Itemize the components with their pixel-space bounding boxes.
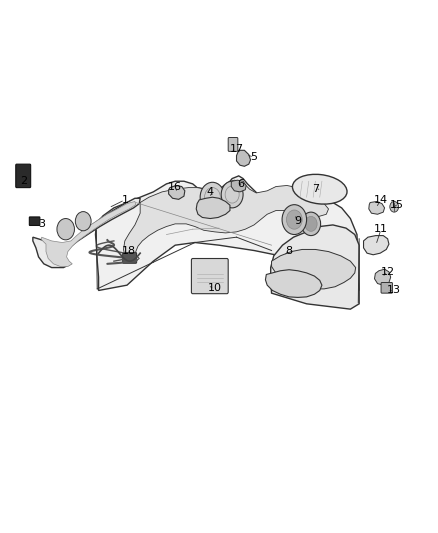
Text: 4: 4: [207, 187, 214, 197]
Ellipse shape: [293, 174, 347, 204]
Circle shape: [286, 210, 302, 229]
Polygon shape: [196, 197, 230, 219]
Circle shape: [390, 201, 399, 212]
Polygon shape: [237, 150, 251, 166]
Polygon shape: [272, 249, 356, 289]
Text: 7: 7: [312, 184, 319, 194]
Text: 3: 3: [38, 219, 45, 229]
Text: 5: 5: [251, 152, 258, 162]
Text: 16: 16: [168, 182, 182, 191]
FancyBboxPatch shape: [16, 164, 31, 188]
Circle shape: [282, 205, 307, 235]
Polygon shape: [95, 176, 359, 290]
Text: 15: 15: [389, 200, 403, 210]
Polygon shape: [231, 180, 246, 192]
Circle shape: [200, 182, 225, 212]
Circle shape: [57, 219, 74, 240]
FancyBboxPatch shape: [191, 259, 228, 294]
Text: 1: 1: [121, 195, 128, 205]
Polygon shape: [42, 201, 136, 266]
Polygon shape: [124, 180, 328, 262]
FancyBboxPatch shape: [29, 217, 40, 225]
Text: 9: 9: [294, 216, 301, 226]
Circle shape: [75, 212, 91, 231]
Polygon shape: [271, 225, 359, 309]
Polygon shape: [364, 236, 389, 255]
Polygon shape: [374, 269, 391, 285]
Polygon shape: [169, 185, 185, 199]
Circle shape: [305, 216, 317, 231]
FancyBboxPatch shape: [123, 253, 137, 263]
Circle shape: [301, 212, 321, 236]
Circle shape: [221, 181, 243, 208]
Polygon shape: [265, 270, 322, 297]
Text: 14: 14: [374, 195, 388, 205]
Text: 18: 18: [122, 246, 136, 255]
Polygon shape: [33, 198, 140, 268]
Polygon shape: [369, 201, 385, 214]
Text: 17: 17: [230, 144, 244, 154]
Text: 11: 11: [374, 224, 388, 234]
Text: 10: 10: [208, 283, 222, 293]
Text: 13: 13: [387, 286, 401, 295]
FancyBboxPatch shape: [228, 138, 238, 151]
Text: 2: 2: [21, 176, 28, 186]
Text: 8: 8: [286, 246, 293, 255]
FancyBboxPatch shape: [381, 282, 392, 293]
Text: 12: 12: [381, 267, 395, 277]
Text: 6: 6: [237, 179, 244, 189]
